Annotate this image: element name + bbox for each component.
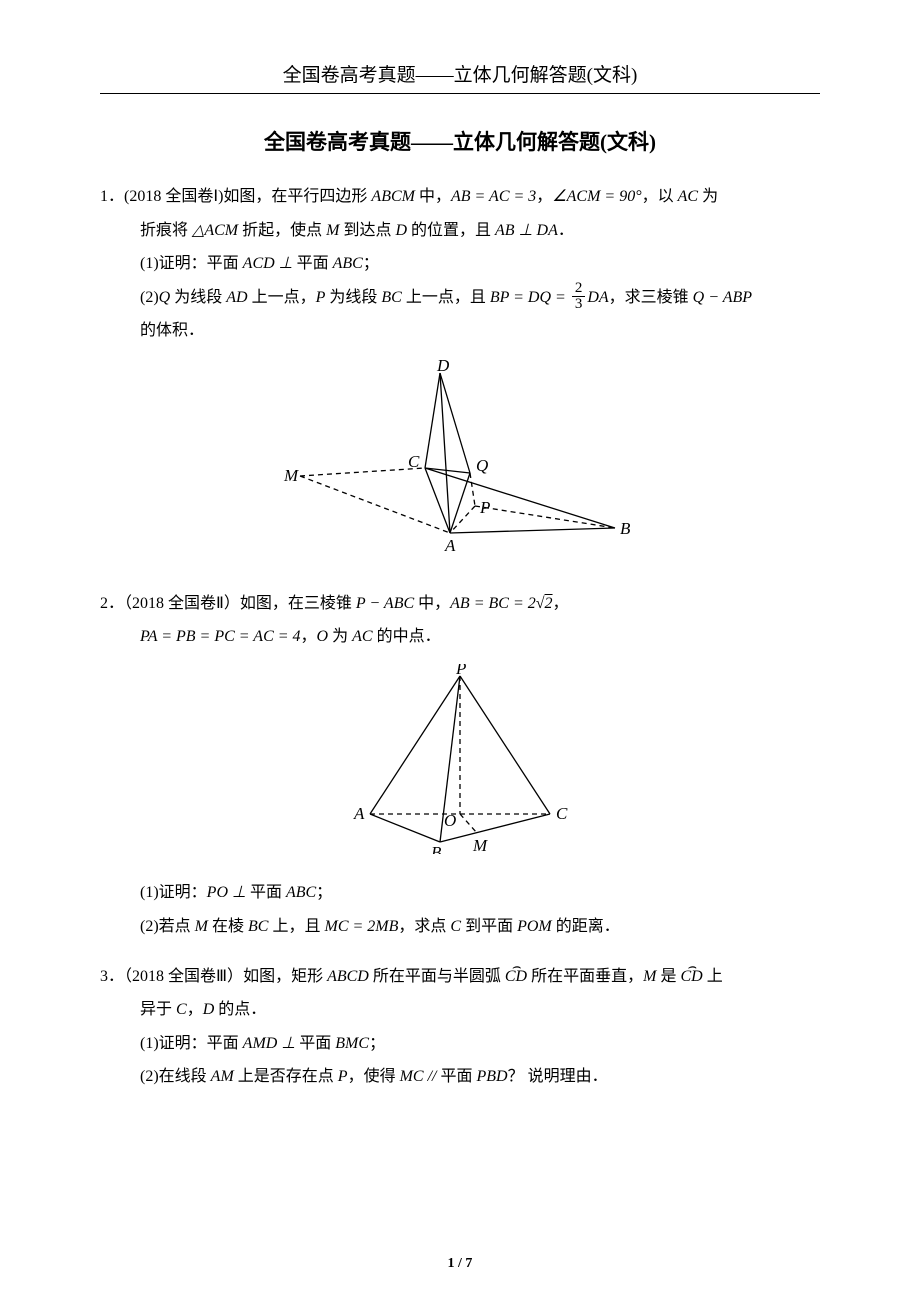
math-expr: C [176,1001,187,1018]
math-expr: PO [207,884,228,901]
math-expr: D [203,1001,215,1018]
problem-source: (2018 全国卷Ⅰ) [124,188,223,205]
math-expr: M [326,222,339,239]
math-expr: ABC [333,255,363,272]
math-expr: AD [226,289,247,306]
figure-label: Q [476,456,488,475]
problem-1-part2-tail: 的体积． [100,314,820,348]
problem-1-line2: 折痕将 △ACM 折起，使点 M 到达点 D 的位置，且 AB ⊥ DA． [100,214,820,248]
math-expr: BMC [335,1035,369,1052]
math-sqrt: √ [536,595,545,612]
math-expr: MC = 2MB [324,918,398,935]
problem-2: 2．（2018 全国卷Ⅱ）如图，在三棱锥 P − ABC 中，AB = BC =… [100,587,820,944]
math-radicand: 2 [545,595,553,612]
problem-1-figure: D M C Q P A B [100,358,820,571]
math-expr: BC [381,289,401,306]
figure-label: M [472,836,488,854]
math-expr: AC [678,188,698,205]
figure-label: B [620,519,631,538]
figure-label: O [444,811,456,830]
math-expr: ∠ACM = 90° [552,188,641,205]
math-arc: CD [505,960,527,994]
problem-3-line2: 异于 C，D 的点． [100,993,820,1027]
page-title: 全国卷高考真题——立体几何解答题(文科) [100,126,820,156]
figure-label: P [479,498,490,517]
math-expr: AB ⊥ DA [495,222,558,239]
math-expr: BC [248,918,268,935]
figure-label: C [556,804,568,823]
problem-2-figure: P A C O B M [100,664,820,867]
math-perp: ⊥ [281,1035,295,1052]
problem-1-part1: (1)证明：平面 ACD ⊥ 平面 ABC； [100,247,820,281]
math-arc: CD [680,960,702,994]
page: 全国卷高考真题——立体几何解答题(文科) 全国卷高考真题——立体几何解答题(文科… [0,0,920,1302]
math-expr: MC [400,1068,424,1085]
problem-number: 3． [100,968,124,985]
problem-2-part1: (1)证明：PO ⊥ 平面 ABC； [100,876,820,910]
math-expr: AMD [243,1035,278,1052]
problem-source: （2018 全国卷Ⅲ） [124,968,243,985]
problem-2-stem: 2．（2018 全国卷Ⅱ）如图，在三棱锥 P − ABC 中，AB = BC =… [100,587,820,621]
math-expr: ABCM [371,188,415,205]
problem-2-part2: (2)若点 M 在棱 BC 上，且 MC = 2MB，求点 C 到平面 POM … [100,910,820,944]
figure-label: M [283,466,299,485]
figure-label: A [444,536,456,555]
math-expr: BP = DQ = [490,289,566,306]
problem-1-stem: 1．(2018 全国卷Ⅰ)如图，在平行四边形 ABCM 中，AB = AC = … [100,180,820,214]
problem-number: 1． [100,188,124,205]
problem-2-line2: PA = PB = PC = AC = 4，O 为 AC 的中点． [100,620,820,654]
math-expr: D [395,222,407,239]
math-expr: AB = BC = 2 [450,595,536,612]
math-expr: AB = AC = 3 [451,188,536,205]
problem-3-stem: 3．（2018 全国卷Ⅲ）如图，矩形 ABCD 所在平面与半圆弧 CD 所在平面… [100,960,820,994]
running-header: 全国卷高考真题——立体几何解答题(文科) [100,60,820,94]
math-perp: ⊥ [279,255,293,272]
math-expr: Q [159,289,171,306]
math-expr: PA = PB = PC = AC = 4 [140,628,301,645]
problem-1: 1．(2018 全国卷Ⅰ)如图，在平行四边形 ABCM 中，AB = AC = … [100,180,820,571]
figure-2-svg: P A C O B M [345,664,575,854]
math-expr: P − ABC [356,595,414,612]
math-expr: Q − ABP [693,289,752,306]
problem-number: 2． [100,595,124,612]
problem-source: （2018 全国卷Ⅱ） [124,595,240,612]
math-expr: C [450,918,461,935]
math-expr: ABC [286,884,316,901]
math-expr: O [317,628,329,645]
math-expr: P [338,1068,348,1085]
math-expr: AM [211,1068,234,1085]
figure-label: B [431,843,442,854]
math-expr: AC [352,628,372,645]
math-expr: ACD [243,255,275,272]
figure-label: D [436,358,450,375]
math-expr: P [316,289,326,306]
math-fraction: 23 [572,281,586,312]
math-expr: PBD [477,1068,508,1085]
problem-3-part1: (1)证明：平面 AMD ⊥ 平面 BMC； [100,1027,820,1061]
math-expr: M [195,918,208,935]
math-expr: DA [587,289,608,306]
problem-3: 3．（2018 全国卷Ⅲ）如图，矩形 ABCD 所在平面与半圆弧 CD 所在平面… [100,960,820,1094]
page-number: 1 / 7 [0,1256,920,1272]
figure-1-svg: D M C Q P A B [280,358,640,558]
problem-1-part2: (2)Q 为线段 AD 上一点，P 为线段 BC 上一点，且 BP = DQ =… [100,281,820,315]
math-expr: M [643,968,656,985]
math-perp: ⊥ [232,884,246,901]
figure-label: C [408,452,420,471]
math-expr: ABCD [327,968,369,985]
math-expr: △ACM [192,222,238,239]
math-expr: POM [517,918,552,935]
problem-3-part2: (2)在线段 AM 上是否存在点 P，使得 MC // 平面 PBD？ 说明理由… [100,1060,820,1094]
figure-label: A [353,804,365,823]
figure-label: P [455,664,466,678]
